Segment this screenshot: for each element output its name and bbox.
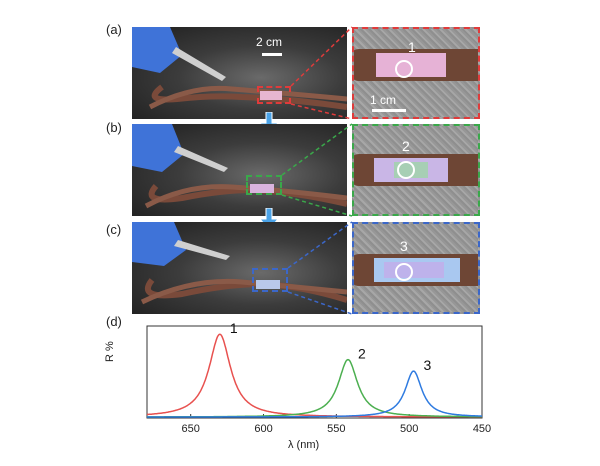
- inset-number-1: 1: [408, 39, 416, 55]
- photo-a: 2 cm: [132, 27, 347, 119]
- panel-label-d: (d): [106, 314, 122, 329]
- x-tick-label-650: 650: [182, 423, 200, 435]
- worm-illustration-c: [132, 222, 347, 305]
- x-tick-label-550: 550: [327, 423, 345, 435]
- peak-label-3: 3: [424, 357, 432, 373]
- panel-label-c: (c): [106, 222, 122, 237]
- plot-frame: [146, 325, 483, 419]
- inset-b: 2: [352, 124, 480, 216]
- panel-label-a: (a): [106, 22, 122, 37]
- inset-scale-text: 1 cm: [370, 93, 397, 107]
- spectrum-curve-1: [146, 333, 482, 418]
- peak-label-1: 1: [230, 320, 238, 336]
- inset-number-2: 2: [402, 138, 410, 154]
- worm-illustration-a: [132, 27, 347, 110]
- x-tick-label-450: 450: [473, 423, 491, 435]
- spectrum-curve-2: [147, 358, 482, 418]
- photo-c: [132, 222, 347, 314]
- inset-c: 3: [352, 222, 480, 314]
- zoom-box-b: [246, 175, 282, 195]
- zoom-box-c: [252, 268, 288, 292]
- x-tick-label-600: 600: [254, 423, 272, 435]
- photo-scale-bar: [262, 53, 282, 56]
- inset-scale-bar: [372, 109, 406, 112]
- zoom-box-a: [257, 86, 291, 104]
- inset-number-3: 3: [400, 238, 408, 254]
- worm-illustration-b: [132, 124, 347, 209]
- x-axis-label: λ (nm): [288, 439, 320, 451]
- x-tick-label-500: 500: [400, 423, 418, 435]
- spectrum-curve-3: [147, 370, 482, 418]
- photo-b: [132, 124, 347, 216]
- peak-label-2: 2: [358, 346, 366, 362]
- photo-scale-text: 2 cm: [256, 35, 283, 49]
- inset-a: 1 1 cm: [352, 27, 480, 119]
- panel-label-b: (b): [106, 120, 122, 135]
